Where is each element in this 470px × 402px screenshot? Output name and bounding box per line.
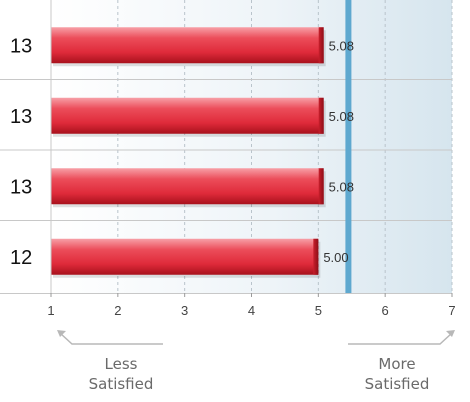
bar — [51, 97, 324, 134]
data-label: 5.08 — [329, 109, 354, 124]
bar — [51, 238, 319, 275]
x-tick-label: 3 — [181, 303, 188, 318]
bar-end-cap — [318, 168, 324, 205]
x-tick-label: 6 — [382, 303, 389, 318]
category-label: 12 — [10, 247, 32, 269]
more-satisfied-label: More Satisfied — [352, 354, 442, 394]
data-label: 5.08 — [329, 38, 354, 53]
bar — [51, 168, 324, 205]
bar-end-cap — [313, 238, 319, 275]
bar — [51, 27, 324, 64]
more-label-line2: Satisfied — [364, 375, 430, 393]
x-tick-label: 5 — [315, 303, 322, 318]
less-satisfied-label: Less Satisfied — [76, 354, 166, 394]
category-label: 13 — [10, 35, 32, 57]
category-label: 13 — [10, 106, 32, 128]
less-label-line1: Less — [104, 355, 138, 373]
x-tick-label: 4 — [248, 303, 255, 318]
less-arrow — [59, 332, 163, 345]
more-arrowhead — [446, 330, 455, 337]
data-label: 5.00 — [323, 250, 348, 265]
x-tick-label: 1 — [47, 303, 54, 318]
more-label-line1: More — [378, 355, 416, 373]
data-label: 5.08 — [329, 179, 354, 194]
x-tick-label: 2 — [114, 303, 121, 318]
bar-end-cap — [318, 27, 324, 64]
category-label: 13 — [10, 176, 32, 198]
more-arrow — [348, 332, 453, 345]
less-arrowhead — [57, 330, 66, 337]
less-label-line2: Satisfied — [88, 375, 154, 393]
x-tick-label: 7 — [448, 303, 455, 318]
bar-end-cap — [318, 97, 324, 134]
